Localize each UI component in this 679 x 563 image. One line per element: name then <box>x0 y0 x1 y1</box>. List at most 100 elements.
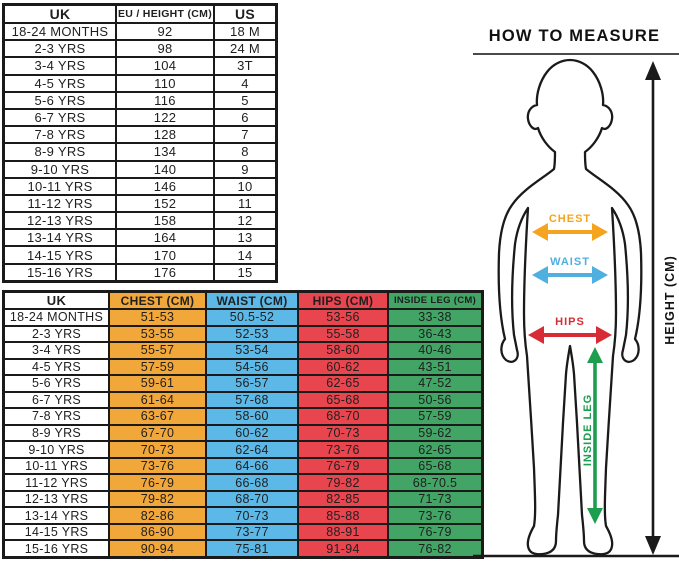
measure-table-row: 15-16 YRS 90-94 75-81 91-94 76-82 <box>2 539 484 559</box>
measure-header-hips: HIPS (CM) <box>297 290 389 310</box>
size-cell-uk: 15-16 YRS <box>2 262 117 283</box>
size-table-row: 14-15 YRS 170 14 <box>2 245 278 265</box>
measure-table-row: 18-24 MONTHS 51-53 50.5-52 53-56 33-38 <box>2 308 484 327</box>
measure-cell-chest: 90-94 <box>108 539 207 559</box>
measure-cell-chest: 73-76 <box>108 456 207 476</box>
size-cell-uk: 10-11 YRS <box>2 176 117 196</box>
size-table-row: 8-9 YRS 134 8 <box>2 142 278 162</box>
size-table-row: 3-4 YRS 104 3T <box>2 56 278 76</box>
size-cell-eu-height: 152 <box>115 193 215 214</box>
measure-cell-uk: 18-24 MONTHS <box>2 308 110 327</box>
waist-arrow: WAIST <box>532 256 608 284</box>
waist-label: WAIST <box>550 256 590 268</box>
measure-cell-hips: 85-88 <box>297 506 389 525</box>
measure-cell-hips: 91-94 <box>297 539 389 559</box>
measure-cell-hips: 68-70 <box>297 407 389 426</box>
measure-cell-chest: 82-86 <box>108 506 207 525</box>
measure-cell-inside-leg: 76-82 <box>387 539 484 559</box>
height-label: HEIGHT (CM) <box>663 255 677 344</box>
hips-arrow: HIPS <box>528 316 612 344</box>
measure-cell-inside-leg: 50-56 <box>387 390 484 410</box>
size-cell-us: 9 <box>213 159 278 179</box>
measure-cell-inside-leg: 33-38 <box>387 308 484 327</box>
size-cell-eu-height: 98 <box>115 39 215 59</box>
measure-cell-hips: 65-68 <box>297 390 389 410</box>
measure-cell-uk: 5-6 YRS <box>2 374 110 393</box>
measure-cell-waist: 66-68 <box>205 473 299 492</box>
size-cell-uk: 12-13 YRS <box>2 211 117 231</box>
size-table-row: 4-5 YRS 110 4 <box>2 73 278 93</box>
size-cell-eu-height: 158 <box>115 211 215 231</box>
measure-table-row: 3-4 YRS 55-57 53-54 58-60 40-46 <box>2 341 484 360</box>
measure-cell-inside-leg: 68-70.5 <box>387 473 484 492</box>
measure-cell-chest: 55-57 <box>108 341 207 360</box>
size-table-row: 15-16 YRS 176 15 <box>2 262 278 283</box>
measure-table-row: 14-15 YRS 86-90 73-77 88-91 76-79 <box>2 522 484 542</box>
measure-cell-waist: 52-53 <box>205 324 299 344</box>
measure-header-uk: UK <box>2 290 110 310</box>
size-cell-uk: 2-3 YRS <box>2 39 117 59</box>
measure-cell-chest: 63-67 <box>108 407 207 426</box>
measure-cell-uk: 6-7 YRS <box>2 390 110 410</box>
size-cell-us: 11 <box>213 193 278 214</box>
size-table-row: 6-7 YRS 122 6 <box>2 107 278 128</box>
height-arrow: HEIGHT (CM) <box>645 61 677 555</box>
measure-cell-uk: 2-3 YRS <box>2 324 110 344</box>
child-silhouette-figure <box>497 58 643 556</box>
size-cell-uk: 4-5 YRS <box>2 73 117 93</box>
measure-cell-waist: 60-62 <box>205 423 299 443</box>
measure-table-row: 2-3 YRS 53-55 52-53 55-58 36-43 <box>2 324 484 344</box>
measure-cell-hips: 70-73 <box>297 423 389 443</box>
measure-cell-uk: 4-5 YRS <box>2 357 110 377</box>
size-cell-eu-height: 110 <box>115 73 215 93</box>
size-cell-us: 13 <box>213 228 278 248</box>
size-cell-us: 8 <box>213 142 278 162</box>
title-underline <box>473 53 679 55</box>
size-cell-us: 10 <box>213 176 278 196</box>
measure-cell-waist: 75-81 <box>205 539 299 559</box>
size-table-row: 18-24 MONTHS 92 18 M <box>2 21 278 42</box>
size-cell-uk: 3-4 YRS <box>2 56 117 76</box>
size-cell-uk: 14-15 YRS <box>2 245 117 265</box>
measure-cell-chest: 86-90 <box>108 522 207 542</box>
measure-cell-inside-leg: 43-51 <box>387 357 484 377</box>
measure-cell-inside-leg: 59-62 <box>387 423 484 443</box>
measure-table-row: 6-7 YRS 61-64 57-68 65-68 50-56 <box>2 390 484 410</box>
size-header-uk: UK <box>2 3 117 24</box>
measure-cell-hips: 79-82 <box>297 473 389 492</box>
measure-table-row: 12-13 YRS 79-82 68-70 82-85 71-73 <box>2 489 484 509</box>
size-table-row: 9-10 YRS 140 9 <box>2 159 278 179</box>
size-table-row: 7-8 YRS 128 7 <box>2 125 278 145</box>
measure-cell-hips: 76-79 <box>297 456 389 476</box>
size-cell-uk: 6-7 YRS <box>2 107 117 128</box>
size-cell-eu-height: 128 <box>115 125 215 145</box>
measure-cell-chest: 57-59 <box>108 357 207 377</box>
size-cell-eu-height: 104 <box>115 56 215 76</box>
hips-label: HIPS <box>555 316 585 328</box>
measure-cell-inside-leg: 47-52 <box>387 374 484 393</box>
size-table-row: 5-6 YRS 116 5 <box>2 90 278 110</box>
measure-cell-chest: 76-79 <box>108 473 207 492</box>
measure-cell-uk: 10-11 YRS <box>2 456 110 476</box>
size-header-us: US <box>213 3 278 24</box>
measure-cell-uk: 11-12 YRS <box>2 473 110 492</box>
size-table-row: 2-3 YRS 98 24 M <box>2 39 278 59</box>
measure-table-row: 5-6 YRS 59-61 56-57 62-65 47-52 <box>2 374 484 393</box>
measure-cell-inside-leg: 40-46 <box>387 341 484 360</box>
size-cell-eu-height: 170 <box>115 245 215 265</box>
measure-cell-uk: 8-9 YRS <box>2 423 110 443</box>
measure-cell-waist: 73-77 <box>205 522 299 542</box>
measure-cell-hips: 62-65 <box>297 374 389 393</box>
measure-cell-uk: 15-16 YRS <box>2 539 110 559</box>
size-table-header-row: UK EU / HEIGHT (CM) US <box>2 3 278 24</box>
size-table-row: 10-11 YRS 146 10 <box>2 176 278 196</box>
size-cell-eu-height: 116 <box>115 90 215 110</box>
measure-cell-chest: 79-82 <box>108 489 207 509</box>
measure-cell-hips: 82-85 <box>297 489 389 509</box>
measure-cell-inside-leg: 76-79 <box>387 522 484 542</box>
size-cell-uk: 9-10 YRS <box>2 159 117 179</box>
size-cell-us: 3T <box>213 56 278 76</box>
size-cell-uk: 7-8 YRS <box>2 125 117 145</box>
size-cell-uk: 11-12 YRS <box>2 193 117 214</box>
